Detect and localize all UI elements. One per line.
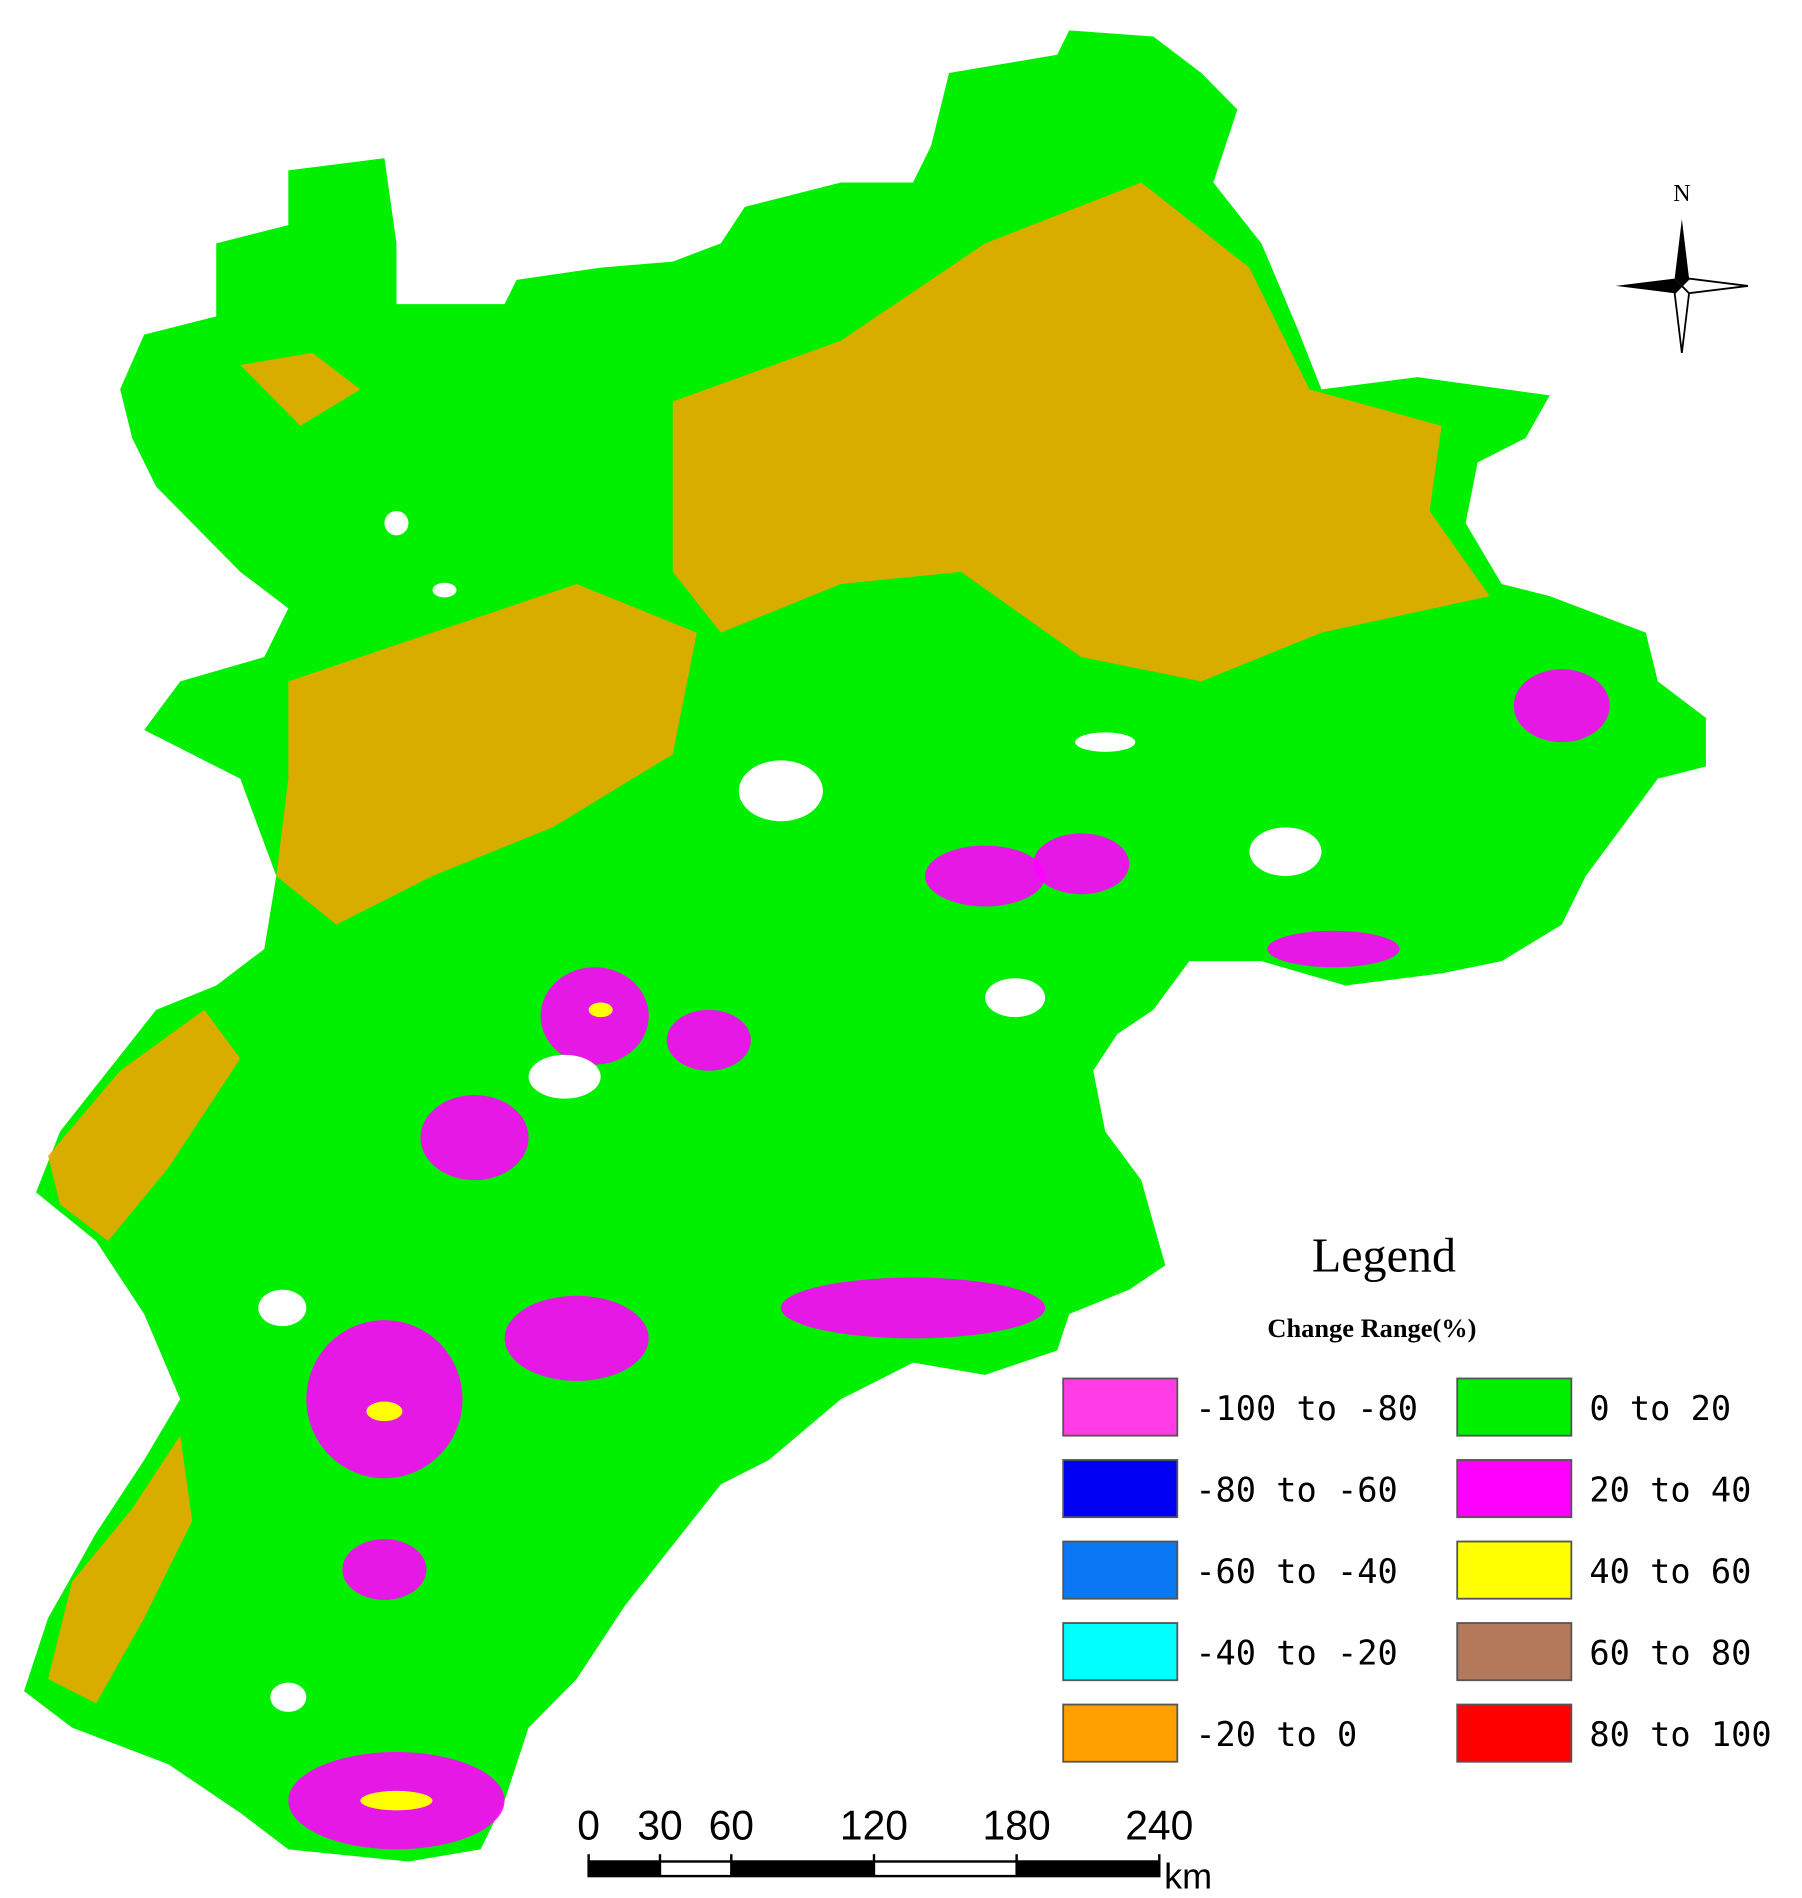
land-area <box>24 30 1706 1862</box>
change-patch <box>588 1002 613 1018</box>
legend-swatch <box>1456 1622 1573 1682</box>
change-patch <box>1513 669 1610 743</box>
change-patch <box>276 584 697 925</box>
scale-bar-segment <box>1016 1861 1160 1877</box>
legend-swatch <box>1456 1377 1573 1437</box>
map-region <box>24 30 1706 1862</box>
legend-swatch <box>1062 1377 1179 1437</box>
no-data-area <box>528 1054 601 1099</box>
north-label: N <box>1673 180 1690 207</box>
change-patch <box>1033 833 1130 895</box>
legend-swatch <box>1456 1703 1573 1763</box>
legend-swatch <box>1062 1540 1179 1600</box>
change-patch <box>672 182 1490 682</box>
no-data-area <box>432 582 457 598</box>
scale-tick-label: 120 <box>840 1802 908 1848</box>
change-patch <box>925 845 1046 907</box>
legend-swatch <box>1062 1622 1179 1682</box>
legend: -100 to -80 -80 to -60 -60 to -40 -40 to -2… <box>1062 1377 1772 1763</box>
no-data-area <box>1249 827 1322 876</box>
change-patch <box>342 1539 427 1600</box>
legend-subtitle: Change Range(%) <box>1267 1313 1476 1343</box>
compass-needle <box>1615 278 1682 294</box>
change-patch <box>420 1095 529 1181</box>
scale-unit: km <box>1164 1855 1212 1896</box>
legend-label: -40 to -20 <box>1195 1633 1397 1672</box>
legend-label: 0 to 20 <box>1589 1389 1731 1428</box>
change-patch <box>366 1401 403 1422</box>
legend-swatch <box>1062 1703 1179 1763</box>
no-data-area <box>985 978 1046 1018</box>
change-patch <box>780 1277 1046 1339</box>
legend-label: 80 to 100 <box>1589 1715 1771 1754</box>
scale-tick-label: 240 <box>1125 1802 1193 1848</box>
legend-label: 20 to 40 <box>1589 1470 1751 1509</box>
scale-bar-segment <box>588 1861 660 1877</box>
scale-tick-label: 60 <box>709 1802 754 1848</box>
no-data-area <box>384 511 409 536</box>
change-patch <box>504 1295 649 1381</box>
no-data-area <box>258 1289 307 1327</box>
scale-bar-segment <box>731 1861 874 1877</box>
change-patch <box>48 1009 241 1241</box>
change-patch <box>48 1435 193 1704</box>
legend-label: 40 to 60 <box>1589 1552 1751 1591</box>
no-data-area <box>738 760 823 822</box>
north-arrow: N <box>1615 180 1749 353</box>
compass-needle <box>1680 277 1749 295</box>
legend-label: -100 to -80 <box>1195 1389 1418 1428</box>
scale-tick-label: 0 <box>577 1802 600 1848</box>
compass-needle <box>1673 284 1691 353</box>
legend-label: -60 to -40 <box>1195 1552 1397 1591</box>
legend-label: -80 to -60 <box>1195 1470 1397 1509</box>
change-patch <box>240 352 361 426</box>
scale-tick-label: 30 <box>637 1802 682 1848</box>
no-data-area <box>1075 732 1136 752</box>
change-patch <box>1267 930 1400 968</box>
change-patch <box>306 1320 463 1479</box>
legend-swatch <box>1456 1459 1573 1519</box>
compass-needle <box>1674 219 1690 286</box>
legend-label: -20 to 0 <box>1195 1715 1357 1754</box>
no-data-area <box>270 1682 307 1712</box>
legend-title: Legend <box>1312 1229 1456 1282</box>
change-patch <box>666 1009 751 1071</box>
legend-swatch <box>1456 1540 1573 1600</box>
legend-label: 60 to 80 <box>1589 1633 1751 1672</box>
scale-bar: 0 30 60 120 180 240 km <box>577 1802 1212 1896</box>
scale-tick-label: 180 <box>983 1802 1051 1848</box>
legend-swatch <box>1062 1459 1179 1519</box>
change-patch <box>360 1790 433 1811</box>
